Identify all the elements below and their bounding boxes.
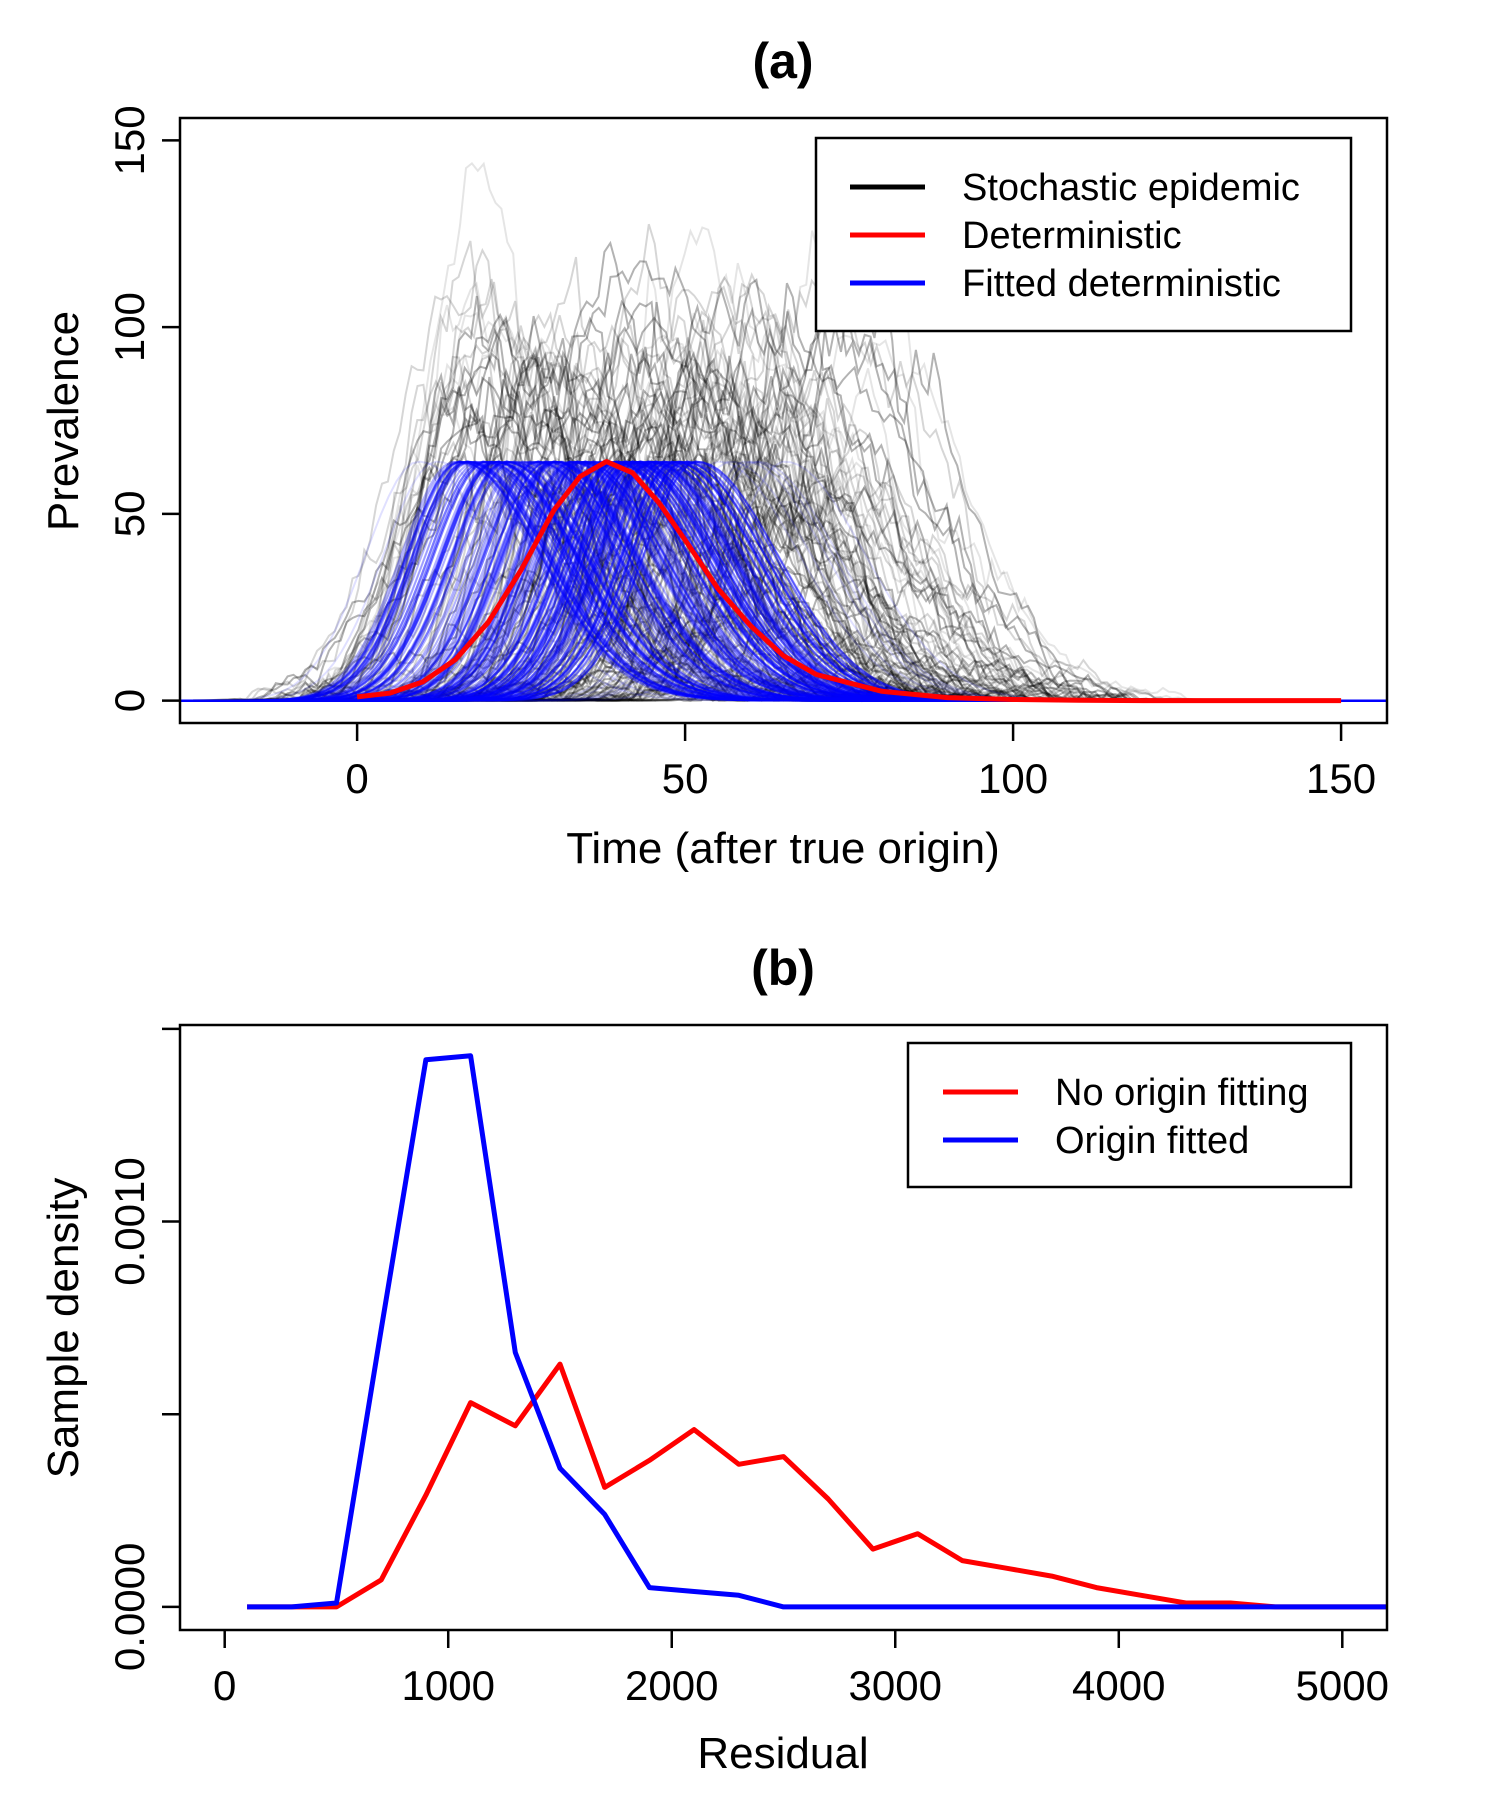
panel-a-x-tick-label: 150 bbox=[1306, 755, 1376, 802]
panel-a-y-tick-label: 150 bbox=[106, 105, 153, 175]
legend-label-fitted: Fitted deterministic bbox=[962, 263, 1281, 305]
legend-label-deterministic: Deterministic bbox=[962, 215, 1182, 257]
panel-a-y-tick-label: 100 bbox=[106, 292, 153, 362]
no-origin-fitting-line bbox=[247, 1361, 1387, 1610]
origin-fitted-line bbox=[247, 1053, 1387, 1610]
panel-b-legend-box bbox=[906, 1041, 1353, 1189]
panel-b-y-tick-label: 0.0010 bbox=[106, 1157, 153, 1285]
panel-b-title: (b) bbox=[751, 940, 815, 996]
panel-b-x-tick-label: 5000 bbox=[1296, 1662, 1389, 1709]
panel-b-x-tick-label: 3000 bbox=[849, 1662, 942, 1709]
panel-a-lines bbox=[180, 161, 1387, 704]
legend-label-no-origin: No origin fitting bbox=[1055, 1072, 1308, 1114]
panel-b-x-tick-label: 1000 bbox=[402, 1662, 495, 1709]
panel-a-x-tick-label: 0 bbox=[345, 755, 368, 802]
panel-b-x-axis-label: Residual bbox=[697, 1729, 868, 1778]
panel-a: (a) 0 50 100 150 0 50 100 150 Time (after true … bbox=[39, 33, 1389, 873]
panel-b-x-tick-label: 0 bbox=[213, 1662, 236, 1709]
panel-a-y-axis-label: Prevalence bbox=[39, 311, 88, 531]
panel-b-ticks: 0 1000 2000 3000 4000 5000 0.0000 0.0010 bbox=[106, 1027, 1389, 1709]
panel-b-legend: No origin fitting Origin fitted bbox=[906, 1041, 1353, 1189]
legend-label-origin-fitted: Origin fitted bbox=[1055, 1120, 1249, 1162]
panel-a-x-axis-label: Time (after true origin) bbox=[566, 824, 1000, 873]
panel-b-x-tick-label: 2000 bbox=[625, 1662, 718, 1709]
panel-a-legend: Stochastic epidemic Deterministic Fitted… bbox=[814, 136, 1353, 333]
panel-a-frame bbox=[178, 116, 1389, 725]
panel-a-title: (a) bbox=[752, 33, 813, 89]
panel-a-y-tick-label: 0 bbox=[106, 689, 153, 712]
panel-b-plot-area bbox=[247, 1053, 1387, 1610]
panel-a-plot-area bbox=[180, 161, 1387, 704]
panel-b: (b) 0 1000 2000 3000 4000 5000 0.0000 0.0010 Re… bbox=[39, 940, 1389, 1778]
panel-a-y-tick-label: 50 bbox=[106, 491, 153, 538]
panel-b-y-axis-label: Sample density bbox=[39, 1178, 88, 1479]
panel-a-ticks: 0 50 100 150 0 50 100 150 bbox=[106, 105, 1376, 802]
panel-b-x-tick-label: 4000 bbox=[1072, 1662, 1165, 1709]
panel-a-x-tick-label: 100 bbox=[978, 755, 1048, 802]
deterministic-line bbox=[356, 459, 1342, 704]
legend-label-stochastic: Stochastic epidemic bbox=[962, 167, 1300, 209]
panel-b-frame bbox=[178, 1023, 1389, 1632]
panel-a-x-tick-label: 50 bbox=[662, 755, 709, 802]
panel-b-y-tick-label: 0.0000 bbox=[106, 1543, 153, 1671]
